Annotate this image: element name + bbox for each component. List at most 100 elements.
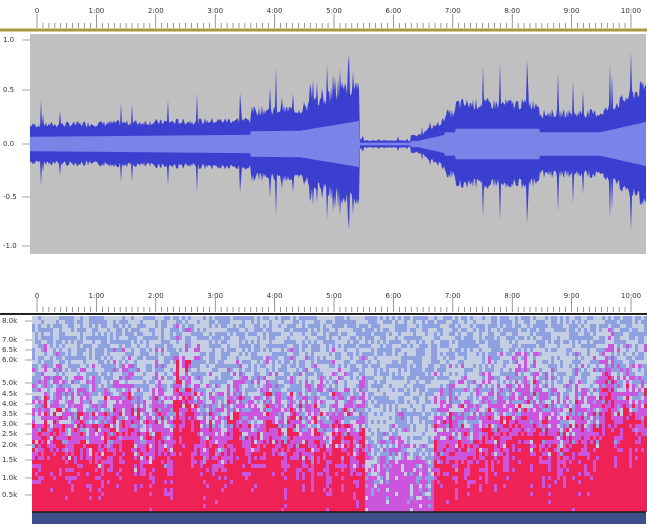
spectrogram-cell — [182, 472, 185, 476]
spectrogram-cell — [38, 452, 41, 456]
spectrogram-cell — [239, 324, 242, 328]
spectrogram-cell — [266, 424, 269, 428]
spectrogram-cell — [239, 484, 242, 488]
spectrogram-cell — [134, 504, 137, 508]
spectrogram-cell — [260, 456, 263, 460]
spectrogram-cell — [263, 432, 266, 436]
spectrogram-cell — [95, 476, 98, 480]
spectrogram-cell — [209, 328, 212, 332]
spectrogram-cell — [38, 380, 41, 384]
spectrogram-cell — [227, 320, 230, 324]
spectrogram-cell — [110, 328, 113, 332]
spectrogram-cell — [92, 348, 95, 352]
spectrogram-cell — [95, 328, 98, 332]
spectrogram-cell — [275, 408, 278, 412]
spectrogram-cell — [44, 328, 47, 332]
spectrogram-cell — [302, 496, 305, 500]
spectrogram-cell — [269, 336, 272, 340]
spectrogram-cell — [239, 492, 242, 496]
spectrogram-cell — [317, 448, 320, 452]
spectrogram-cell — [221, 324, 224, 328]
spectrogram-cell — [50, 348, 53, 352]
spectrogram-cell — [161, 400, 164, 404]
spectrogram-cell — [287, 464, 290, 468]
spectrogram-cell — [257, 424, 260, 428]
spectrogram-cell — [236, 332, 239, 336]
spectrogram-cell — [308, 360, 311, 364]
spectrogram-cell — [56, 408, 59, 412]
spectrogram-cell — [65, 504, 68, 508]
spectrogram-cell — [218, 452, 221, 456]
spectrogram-cell — [284, 480, 287, 484]
spectrogram-cell — [62, 476, 65, 480]
spectrogram-cell — [230, 440, 233, 444]
spectrogram-cell — [176, 496, 179, 500]
spectrogram-cell — [206, 336, 209, 340]
spectrogram-cell — [47, 324, 50, 328]
spectrogram-cell — [281, 408, 284, 412]
spectrogram-cell — [305, 364, 308, 368]
spectrogram-cell — [305, 396, 308, 400]
spectrogram-cell — [275, 476, 278, 480]
spectrogram-cell — [194, 408, 197, 412]
spectrogram-cell — [221, 444, 224, 448]
spectrogram-cell — [137, 336, 140, 340]
spectrogram-cell — [242, 468, 245, 472]
spectrogram-cell — [134, 400, 137, 404]
spectrogram-cell — [311, 428, 314, 432]
spectrogram-cell — [146, 344, 149, 348]
spectrogram-cell — [191, 500, 194, 504]
spectrogram-cell — [137, 316, 140, 320]
spectrogram-cell — [161, 448, 164, 452]
spectrogram-cell — [164, 504, 167, 508]
spectrogram-cell — [170, 332, 173, 336]
spectrogram-cell — [125, 452, 128, 456]
spectrogram-cell — [293, 496, 296, 500]
spectrogram-cell — [107, 364, 110, 368]
spectrogram-cell — [149, 428, 152, 432]
spectrogram-cell — [167, 484, 170, 488]
spectrogram-cell — [41, 348, 44, 352]
spectrogram-cell — [158, 432, 161, 436]
spectrogram-cell — [41, 488, 44, 492]
spectrogram-cell — [53, 484, 56, 488]
spectrogram-cell — [104, 444, 107, 448]
spectrogram-cell — [320, 340, 323, 344]
spectrogram-cell — [131, 484, 134, 488]
spectrogram-cell — [188, 368, 191, 372]
timeline-ruler[interactable] — [0, 0, 647, 30]
spectrogram-cell — [272, 468, 275, 472]
spectrogram-cell — [254, 404, 257, 408]
spectrogram-cell — [272, 400, 275, 404]
spectrogram-cell — [77, 436, 80, 440]
spectrogram-cell — [59, 404, 62, 408]
spectrogram-cell — [203, 352, 206, 356]
spectrogram-cell — [101, 324, 104, 328]
spectrogram-cell — [122, 476, 125, 480]
spectrogram-cell — [56, 484, 59, 488]
spectrogram-cell — [137, 468, 140, 472]
spectrogram-cell — [59, 472, 62, 476]
spectrogram-cell — [65, 428, 68, 432]
spectrogram-cell — [155, 340, 158, 344]
spectrogram-cell — [299, 452, 302, 456]
spectrogram-cell — [32, 424, 35, 428]
spectrogram-cell — [305, 324, 308, 328]
spectrogram-cell — [260, 332, 263, 336]
spectrogram-cell — [311, 392, 314, 396]
spectrogram-cell — [197, 396, 200, 400]
spectrogram-cell — [104, 416, 107, 420]
spectrogram-cell — [245, 392, 248, 396]
spectrogram-cell — [197, 476, 200, 480]
spectrogram-cell — [278, 356, 281, 360]
spectrogram-cell — [251, 468, 254, 472]
spectrogram-cell — [254, 492, 257, 496]
spectrogram-cell — [74, 396, 77, 400]
spectrogram-cell — [122, 428, 125, 432]
spectrogram-cell — [104, 456, 107, 460]
spectrogram-cell — [50, 344, 53, 348]
